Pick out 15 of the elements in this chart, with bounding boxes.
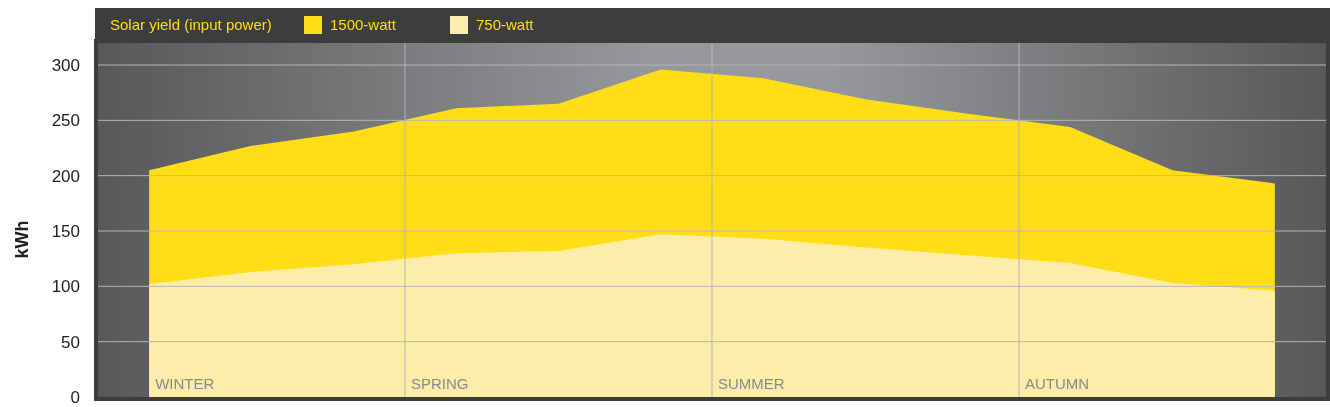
legend-label: 750-watt (476, 16, 535, 33)
y-tick-label: 300 (51, 56, 80, 75)
y-tick-label: 100 (51, 277, 80, 297)
legend-label: 1500-watt (330, 16, 397, 33)
annotation: SUMMER (718, 375, 785, 392)
y-tick-label: 50 (61, 332, 80, 352)
y-tick-label: 200 (51, 166, 80, 186)
y-tick-label: 250 (51, 111, 80, 131)
annotation: SPRING (411, 375, 469, 392)
legend-title: Solar yield (input power) (110, 16, 272, 33)
annotation: WINTER (155, 375, 215, 392)
y-tick-label: 150 (51, 222, 80, 241)
annotation: AUTUMN (1025, 375, 1090, 392)
y-tick-label: 0 (70, 388, 80, 407)
y-axis-title: kWh (12, 220, 32, 259)
